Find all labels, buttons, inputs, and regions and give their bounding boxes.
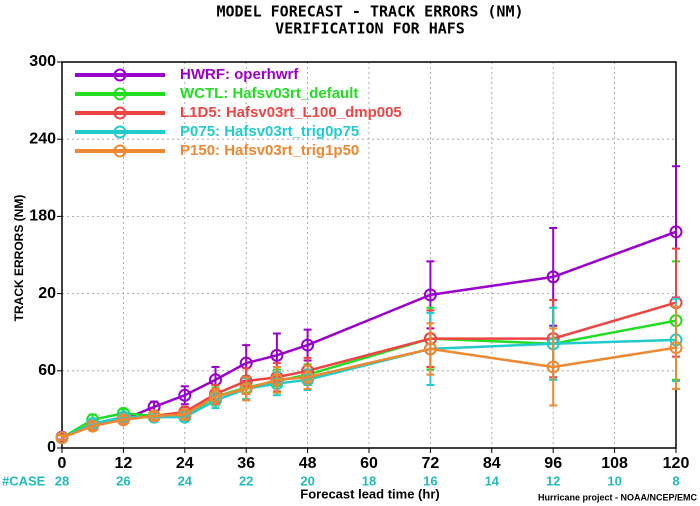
point <box>546 270 560 284</box>
point <box>270 373 284 387</box>
point <box>669 225 683 239</box>
case-count: 18 <box>362 473 376 488</box>
point <box>301 370 315 384</box>
legend-marker <box>113 68 127 82</box>
chart-title: MODEL FORECAST - TRACK ERRORS (NM) <box>216 3 523 21</box>
point <box>86 419 100 433</box>
point <box>423 342 437 356</box>
point <box>301 338 315 352</box>
point <box>178 408 192 422</box>
x-tick-label: 72 <box>422 455 440 472</box>
point <box>239 382 253 396</box>
footer: Hurricane project - NOAA/NCEP/EMC <box>538 492 698 502</box>
case-label: #CASE <box>2 473 46 488</box>
x-tick-label: 0 <box>58 455 67 472</box>
y-axis-label: TRACK ERRORS (NM) <box>12 195 26 322</box>
legend-marker <box>113 87 127 101</box>
y-tick-label: 0 <box>47 439 56 456</box>
point <box>669 341 683 355</box>
case-count: 24 <box>178 473 193 488</box>
chart-subtitle: VERIFICATION FOR HAFS <box>275 20 465 38</box>
case-count: 8 <box>672 473 679 488</box>
x-tick-label: 96 <box>544 455 562 472</box>
point <box>546 360 560 374</box>
x-tick-label: 36 <box>237 455 255 472</box>
y-tick-label: 60 <box>38 362 56 379</box>
case-count: 26 <box>116 473 130 488</box>
y-tick-label: 240 <box>29 130 56 147</box>
x-tick-label: 120 <box>663 455 690 472</box>
series <box>55 305 683 445</box>
point <box>178 388 192 402</box>
x-tick-label: 12 <box>115 455 133 472</box>
case-count: 10 <box>607 473 621 488</box>
point <box>423 288 437 302</box>
point <box>55 431 69 445</box>
case-count: 22 <box>239 473 253 488</box>
x-tick-label: 108 <box>601 455 628 472</box>
legend-marker <box>113 144 127 158</box>
y-tick-label: 180 <box>29 208 56 225</box>
legend-label: P150: Hafsv03rt_trig1p50 <box>180 142 359 159</box>
x-axis-label: Forecast lead time (hr) <box>300 486 439 501</box>
x-tick-label: 84 <box>483 455 501 472</box>
case-count: 28 <box>55 473 69 488</box>
case-count: 14 <box>485 473 500 488</box>
point <box>147 409 161 423</box>
legend-label: HWRF: operhwrf <box>180 66 299 83</box>
case-count: 20 <box>300 473 314 488</box>
point <box>270 348 284 362</box>
legend-label: WCTL: Hafsv03rt_default <box>180 85 358 102</box>
y-tick-label: 300 <box>29 53 56 70</box>
x-tick-label: 60 <box>360 455 378 472</box>
x-tick-label: 24 <box>176 455 194 472</box>
legend-marker <box>113 125 127 139</box>
case-count: 12 <box>546 473 560 488</box>
y-tick-label: 20 <box>38 285 56 302</box>
x-tick-label: 48 <box>299 455 317 472</box>
legend-label: L1D5: Hafsv03rt_L100_dmp005 <box>180 104 402 121</box>
point <box>209 390 222 404</box>
legend-label: P075: Hafsv03rt_trig0p75 <box>180 123 359 140</box>
case-count: 16 <box>423 473 437 488</box>
point <box>116 413 130 427</box>
legend-marker <box>113 106 127 120</box>
